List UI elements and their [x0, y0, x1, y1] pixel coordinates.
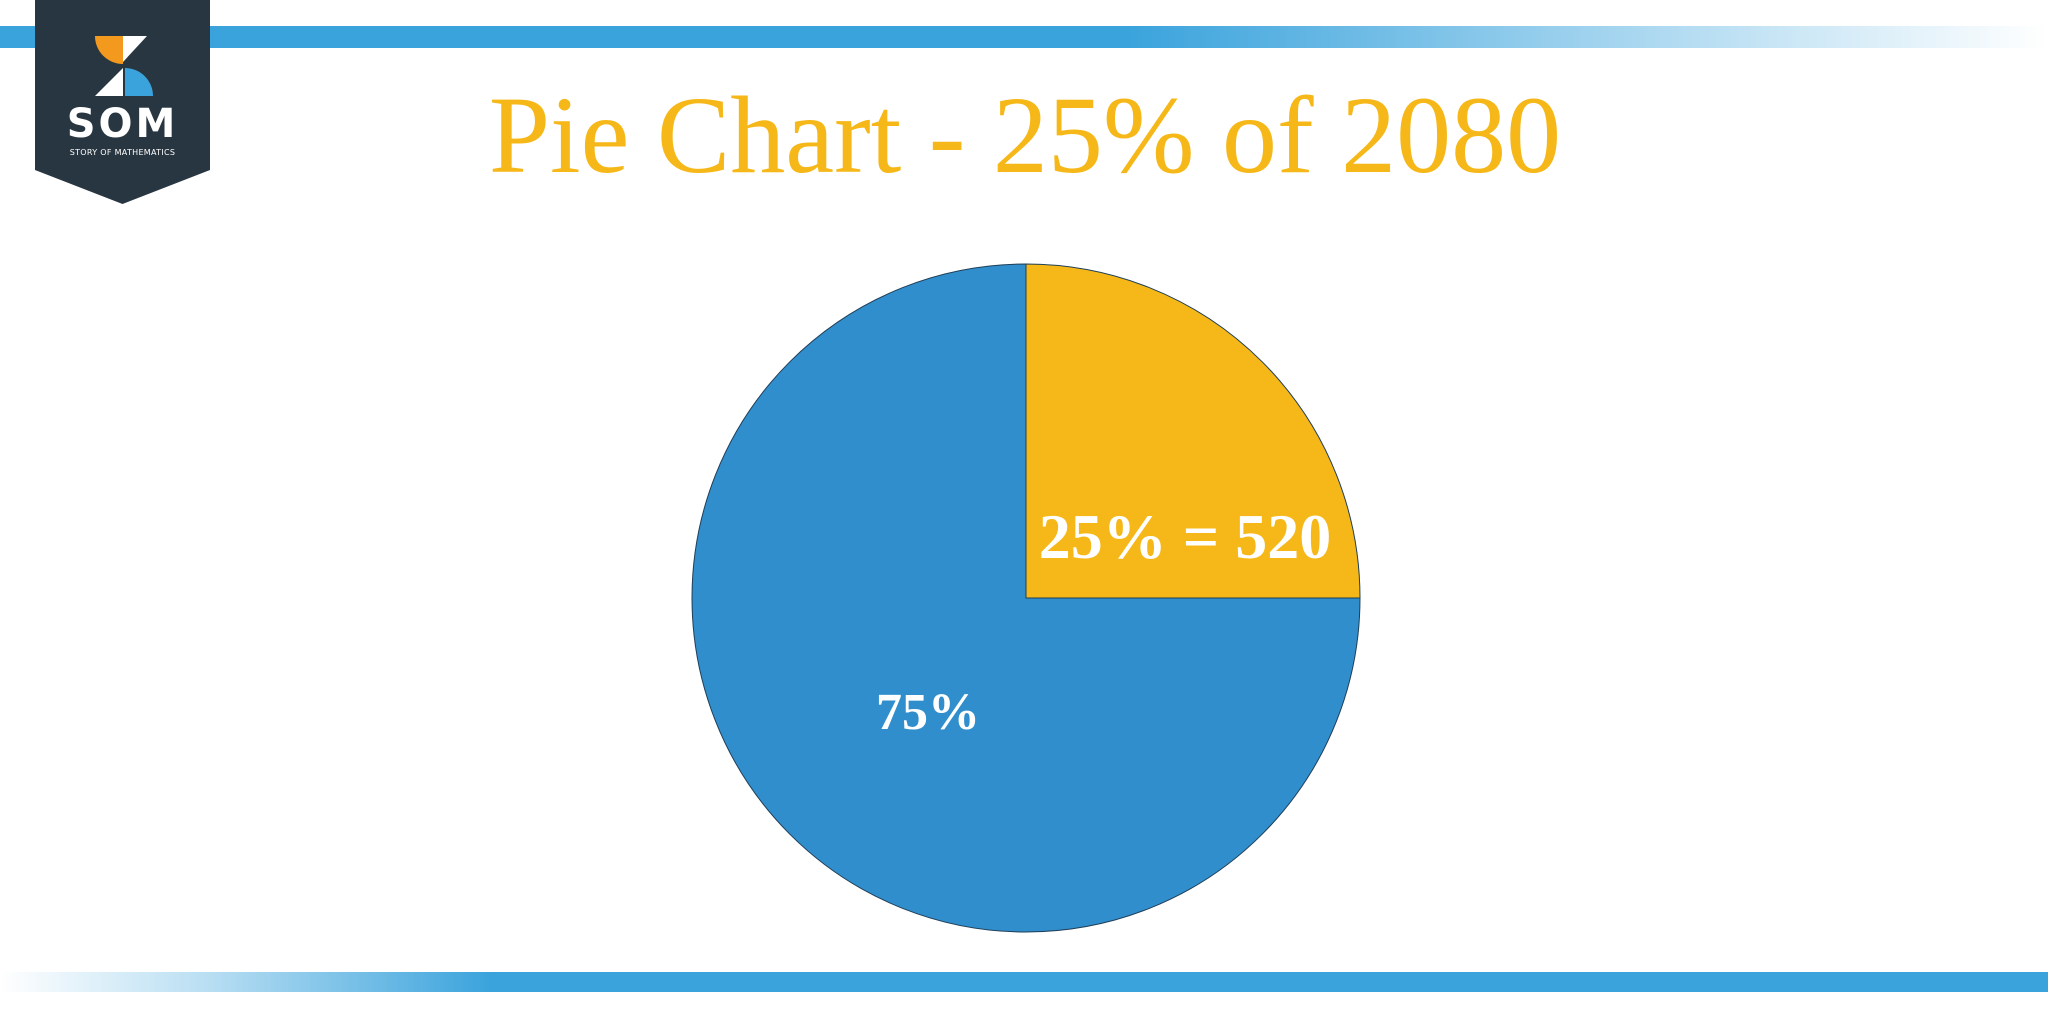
logo-text: SOM	[66, 101, 179, 147]
pie-slice-label-1: 25% = 520	[1039, 501, 1331, 572]
logo-badge-shape	[35, 0, 210, 204]
pie-slice-2	[691, 263, 1361, 933]
pie-slice-label-2: 75%	[876, 684, 980, 741]
chart-title: Pie Chart - 25% of 2080	[488, 74, 1562, 196]
bottom-accent-bar	[0, 972, 2048, 992]
logo-subtitle: STORY OF MATHEMATICS	[69, 148, 176, 157]
top-accent-bar	[0, 26, 2048, 48]
logo-mark-icon	[95, 36, 153, 96]
pie-slice-1	[1025, 263, 1361, 599]
som-logo[interactable]: SOM STORY OF MATHEMATICS	[35, 0, 210, 204]
